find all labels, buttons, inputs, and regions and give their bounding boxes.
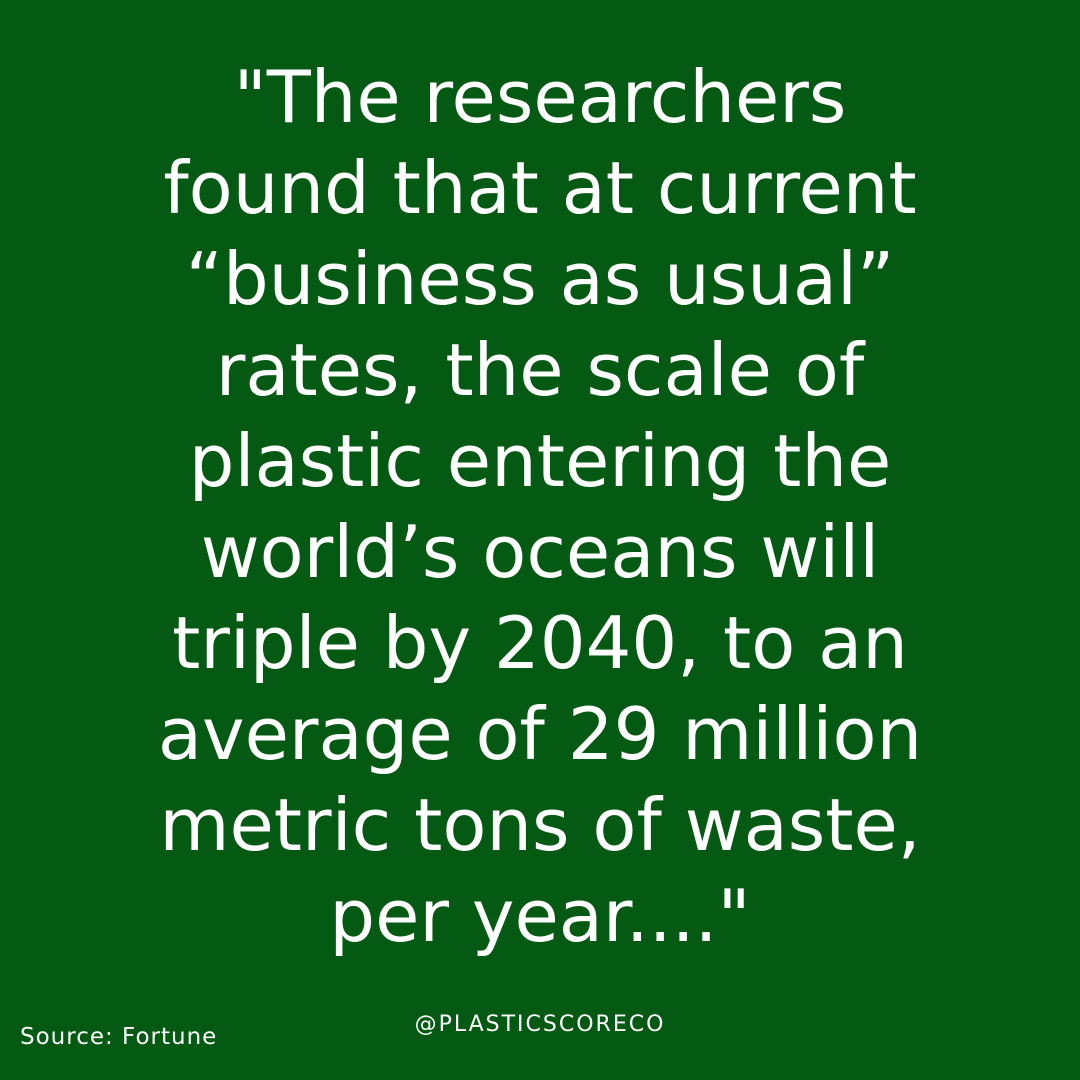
quote-line-7: triple by 2040, to an — [172, 601, 908, 685]
quote-line-1: "The researchers — [233, 55, 847, 139]
quote-line-9: metric tons of waste, — [159, 783, 921, 867]
social-handle: @PLASTICSCORECO — [414, 1012, 666, 1037]
quote-line-10: per year...." — [329, 874, 751, 958]
quote-line-3: “business as usual” — [185, 237, 895, 321]
quote-line-2: found that at current — [163, 146, 917, 230]
quote-line-4: rates, the scale of — [215, 328, 865, 412]
source-credit: Source: Fortune — [20, 1024, 218, 1050]
quote-block: "The researchers found that at current “… — [0, 52, 1080, 962]
quote-line-5: plastic entering the — [188, 419, 892, 503]
quote-line-8: average of 29 million — [157, 692, 923, 776]
quote-line-6: world’s oceans will — [200, 510, 880, 594]
